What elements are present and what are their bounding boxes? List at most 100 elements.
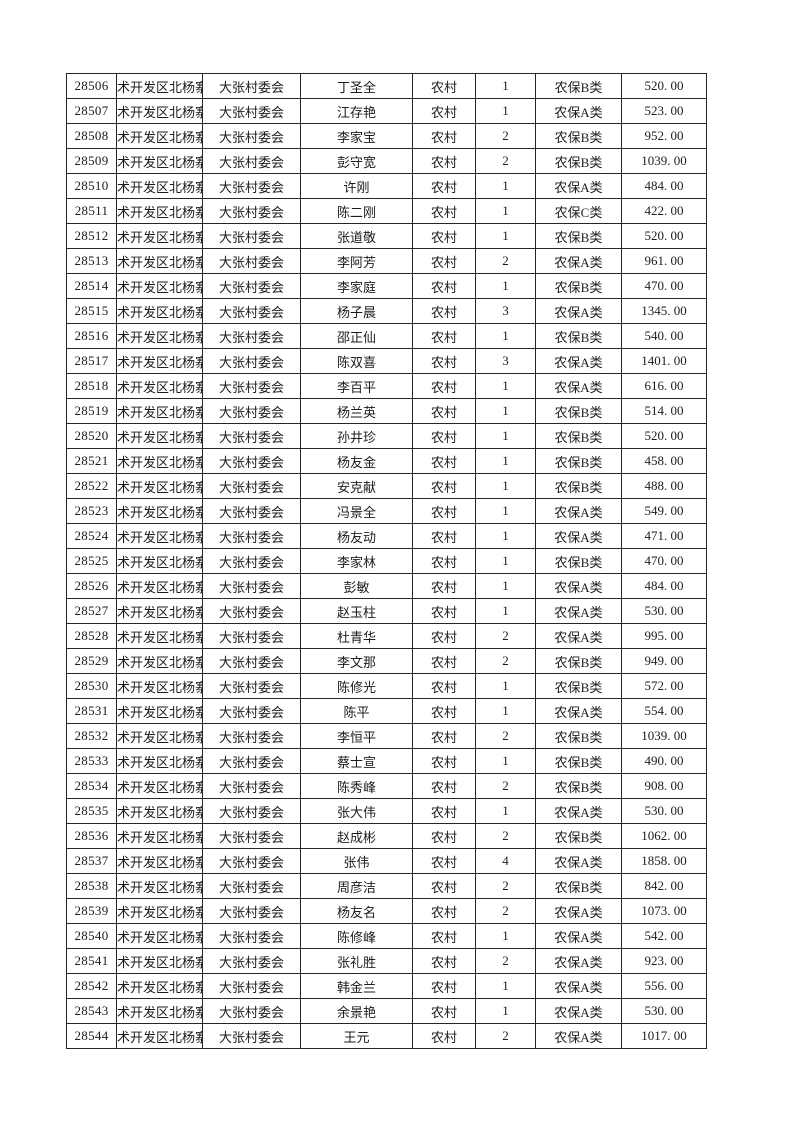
person-count-cell: 1 [475,673,536,699]
person-name-cell: 李阿芳 [300,248,413,274]
person-name-cell: 赵玉柱 [300,598,413,624]
person-name-cell: 许刚 [300,173,413,199]
amount-cell: 520. 00 [621,423,707,449]
person-name-cell: 张道敬 [300,223,413,249]
amount-cell: 842. 00 [621,873,707,899]
table-row: 28506 术开发区北杨寨 大张村委会 丁圣全 农村 1 农保B类 520. 00 [66,73,707,99]
serial-cell: 28523 [66,498,117,524]
district-cell: 术开发区北杨寨 [116,123,203,149]
household-type-cell: 农村 [412,823,476,849]
village-cell: 大张村委会 [202,198,301,224]
serial-cell: 28535 [66,798,117,824]
serial-cell: 28530 [66,673,117,699]
person-name-cell: 杨子晨 [300,298,413,324]
district-cell: 术开发区北杨寨 [116,348,203,374]
household-type-cell: 农村 [412,248,476,274]
serial-cell: 28532 [66,723,117,749]
table-body: 28506 术开发区北杨寨 大张村委会 丁圣全 农村 1 农保B类 520. 00 28507 术… [66,73,707,1049]
table-row: 28513 术开发区北杨寨 大张村委会 李阿芳 农村 2 农保A类 961. 00 [66,248,707,274]
person-count-cell: 4 [475,848,536,874]
serial-cell: 28534 [66,773,117,799]
village-cell: 大张村委会 [202,648,301,674]
district-cell: 术开发区北杨寨 [116,698,203,724]
person-name-cell: 张礼胜 [300,948,413,974]
person-count-cell: 2 [475,823,536,849]
person-count-cell: 1 [475,548,536,574]
serial-cell: 28512 [66,223,117,249]
village-cell: 大张村委会 [202,273,301,299]
table-row: 28541 术开发区北杨寨 大张村委会 张礼胜 农村 2 农保A类 923. 00 [66,948,707,974]
insurance-category-cell: 农保B类 [535,323,622,349]
district-cell: 术开发区北杨寨 [116,1023,203,1049]
village-cell: 大张村委会 [202,173,301,199]
amount-cell: 470. 00 [621,548,707,574]
household-type-cell: 农村 [412,923,476,949]
person-name-cell: 韩金兰 [300,973,413,999]
village-cell: 大张村委会 [202,548,301,574]
person-name-cell: 杨友金 [300,448,413,474]
insurance-roster-table: 28506 术开发区北杨寨 大张村委会 丁圣全 农村 1 农保B类 520. 00 28507 术… [66,73,707,1049]
village-cell: 大张村委会 [202,698,301,724]
village-cell: 大张村委会 [202,73,301,99]
table-row: 28540 术开发区北杨寨 大张村委会 陈修峰 农村 1 农保A类 542. 00 [66,923,707,949]
village-cell: 大张村委会 [202,823,301,849]
district-cell: 术开发区北杨寨 [116,473,203,499]
serial-cell: 28531 [66,698,117,724]
serial-cell: 28542 [66,973,117,999]
person-name-cell: 陈二刚 [300,198,413,224]
household-type-cell: 农村 [412,98,476,124]
village-cell: 大张村委会 [202,948,301,974]
village-cell: 大张村委会 [202,373,301,399]
district-cell: 术开发区北杨寨 [116,73,203,99]
person-count-cell: 1 [475,273,536,299]
serial-cell: 28533 [66,748,117,774]
insurance-category-cell: 农保B类 [535,773,622,799]
table-row: 28520 术开发区北杨寨 大张村委会 孙井珍 农村 1 农保B类 520. 00 [66,423,707,449]
table-row: 28516 术开发区北杨寨 大张村委会 邵正仙 农村 1 农保B类 540. 00 [66,323,707,349]
insurance-category-cell: 农保A类 [535,173,622,199]
household-type-cell: 农村 [412,148,476,174]
household-type-cell: 农村 [412,848,476,874]
insurance-category-cell: 农保A类 [535,373,622,399]
person-count-cell: 2 [475,248,536,274]
person-name-cell: 张大伟 [300,798,413,824]
person-name-cell: 赵成彬 [300,823,413,849]
district-cell: 术开发区北杨寨 [116,98,203,124]
person-name-cell: 陈平 [300,698,413,724]
household-type-cell: 农村 [412,323,476,349]
table-row: 28529 术开发区北杨寨 大张村委会 李文那 农村 2 农保B类 949. 00 [66,648,707,674]
table-row: 28524 术开发区北杨寨 大张村委会 杨友动 农村 1 农保A类 471. 00 [66,523,707,549]
amount-cell: 572. 00 [621,673,707,699]
village-cell: 大张村委会 [202,673,301,699]
table-row: 28510 术开发区北杨寨 大张村委会 许刚 农村 1 农保A类 484. 00 [66,173,707,199]
insurance-category-cell: 农保A类 [535,523,622,549]
serial-cell: 28526 [66,573,117,599]
district-cell: 术开发区北杨寨 [116,148,203,174]
serial-cell: 28525 [66,548,117,574]
district-cell: 术开发区北杨寨 [116,898,203,924]
insurance-category-cell: 农保B类 [535,473,622,499]
person-count-cell: 1 [475,973,536,999]
district-cell: 术开发区北杨寨 [116,223,203,249]
person-count-cell: 1 [475,323,536,349]
district-cell: 术开发区北杨寨 [116,323,203,349]
amount-cell: 1858. 00 [621,848,707,874]
person-name-cell: 李家林 [300,548,413,574]
village-cell: 大张村委会 [202,298,301,324]
insurance-category-cell: 农保A类 [535,598,622,624]
district-cell: 术开发区北杨寨 [116,773,203,799]
insurance-category-cell: 农保B类 [535,648,622,674]
district-cell: 术开发区北杨寨 [116,873,203,899]
district-cell: 术开发区北杨寨 [116,398,203,424]
table-row: 28507 术开发区北杨寨 大张村委会 江存艳 农村 1 农保A类 523. 00 [66,98,707,124]
insurance-category-cell: 农保B类 [535,548,622,574]
district-cell: 术开发区北杨寨 [116,648,203,674]
serial-cell: 28508 [66,123,117,149]
insurance-category-cell: 农保A类 [535,973,622,999]
table-row: 28538 术开发区北杨寨 大张村委会 周彦洁 农村 2 农保B类 842. 00 [66,873,707,899]
person-count-cell: 3 [475,298,536,324]
district-cell: 术开发区北杨寨 [116,523,203,549]
person-name-cell: 彭守宽 [300,148,413,174]
district-cell: 术开发区北杨寨 [116,573,203,599]
household-type-cell: 农村 [412,948,476,974]
